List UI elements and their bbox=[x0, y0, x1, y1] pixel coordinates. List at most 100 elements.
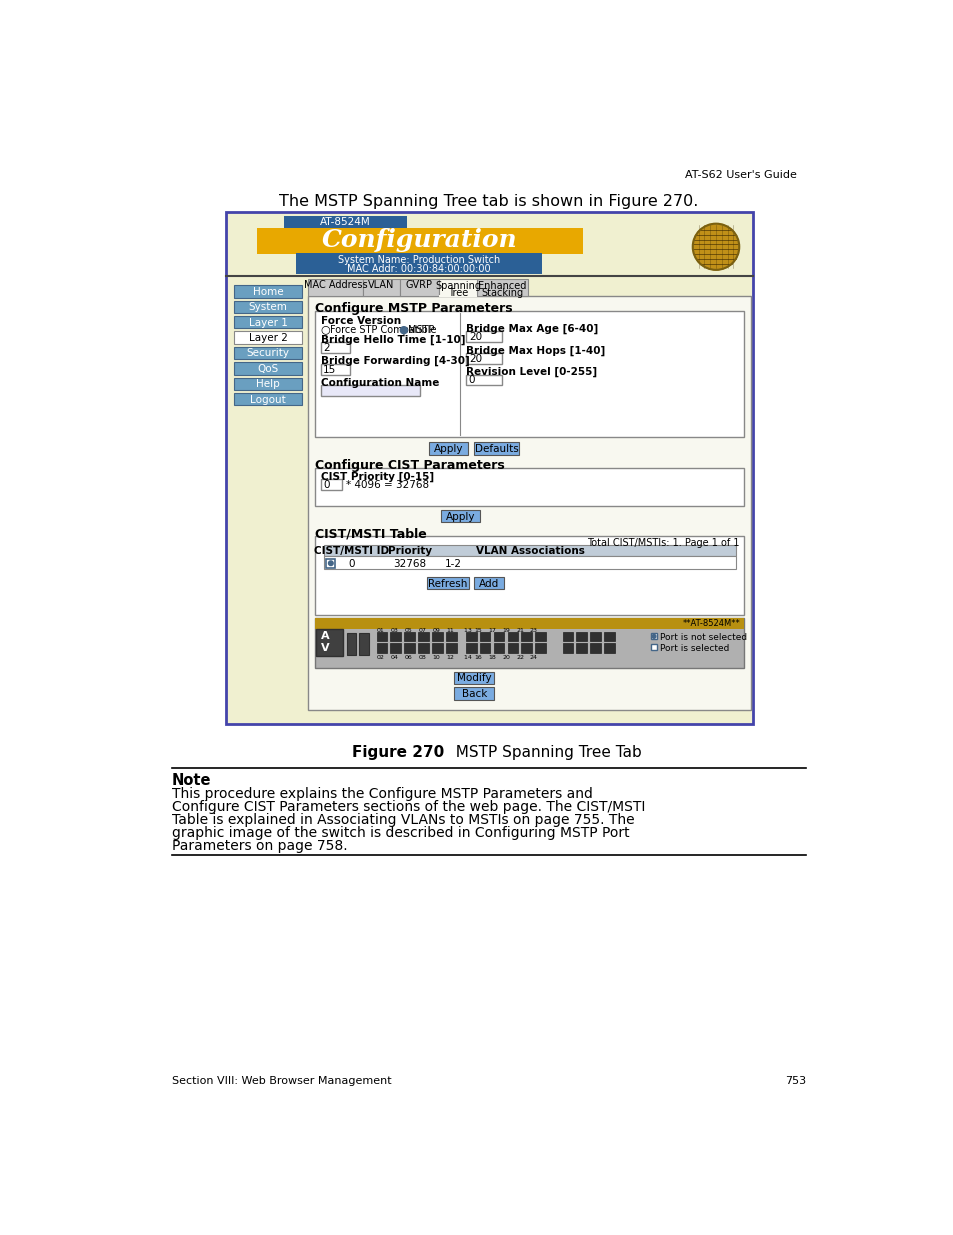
FancyBboxPatch shape bbox=[233, 316, 302, 329]
Text: Add: Add bbox=[478, 579, 498, 589]
FancyBboxPatch shape bbox=[233, 331, 302, 343]
Text: This procedure explains the Configure MSTP Parameters and: This procedure explains the Configure MS… bbox=[172, 787, 592, 800]
FancyBboxPatch shape bbox=[474, 577, 503, 589]
Text: The MSTP Spanning Tree tab is shown in Figure 270.: The MSTP Spanning Tree tab is shown in F… bbox=[279, 194, 698, 210]
FancyBboxPatch shape bbox=[323, 545, 736, 556]
Text: ●: ● bbox=[397, 325, 408, 335]
FancyBboxPatch shape bbox=[465, 632, 476, 641]
Text: 02: 02 bbox=[376, 655, 384, 659]
Text: Layer 1: Layer 1 bbox=[249, 317, 287, 327]
FancyBboxPatch shape bbox=[427, 577, 468, 589]
Text: Spanning: Spanning bbox=[435, 282, 480, 291]
FancyBboxPatch shape bbox=[314, 618, 743, 668]
FancyBboxPatch shape bbox=[359, 634, 369, 655]
Text: 16: 16 bbox=[474, 655, 481, 659]
Text: Modify: Modify bbox=[456, 673, 491, 683]
Text: QoS: QoS bbox=[257, 364, 278, 374]
Circle shape bbox=[328, 561, 333, 566]
Text: 15: 15 bbox=[474, 627, 481, 632]
Text: 15: 15 bbox=[323, 364, 336, 374]
FancyBboxPatch shape bbox=[323, 556, 736, 568]
FancyBboxPatch shape bbox=[320, 342, 350, 353]
FancyBboxPatch shape bbox=[307, 279, 363, 296]
FancyBboxPatch shape bbox=[432, 643, 443, 652]
Text: Bridge Forwarding [4-30]: Bridge Forwarding [4-30] bbox=[320, 356, 469, 367]
FancyBboxPatch shape bbox=[390, 643, 401, 652]
FancyBboxPatch shape bbox=[390, 632, 401, 641]
Text: 13: 13 bbox=[459, 627, 472, 632]
Text: 07: 07 bbox=[418, 627, 426, 632]
Text: **AT-8524M**: **AT-8524M** bbox=[682, 619, 740, 627]
FancyBboxPatch shape bbox=[466, 331, 501, 342]
Text: A
V: A V bbox=[320, 631, 329, 652]
Text: 0: 0 bbox=[323, 480, 329, 490]
FancyBboxPatch shape bbox=[432, 632, 443, 641]
FancyBboxPatch shape bbox=[493, 643, 504, 652]
FancyBboxPatch shape bbox=[440, 510, 479, 522]
Text: Force Version: Force Version bbox=[320, 316, 400, 326]
Text: Layer 2: Layer 2 bbox=[249, 333, 287, 343]
FancyBboxPatch shape bbox=[307, 296, 750, 710]
Text: Home: Home bbox=[253, 287, 283, 296]
FancyBboxPatch shape bbox=[418, 632, 429, 641]
Text: Note: Note bbox=[172, 773, 212, 788]
FancyBboxPatch shape bbox=[376, 643, 387, 652]
FancyBboxPatch shape bbox=[314, 618, 743, 629]
FancyBboxPatch shape bbox=[466, 374, 501, 385]
FancyBboxPatch shape bbox=[474, 442, 518, 454]
FancyBboxPatch shape bbox=[233, 393, 302, 405]
FancyBboxPatch shape bbox=[418, 643, 429, 652]
FancyBboxPatch shape bbox=[314, 536, 743, 615]
FancyBboxPatch shape bbox=[479, 643, 490, 652]
Text: Refresh: Refresh bbox=[428, 579, 467, 589]
FancyBboxPatch shape bbox=[233, 300, 302, 312]
Text: CIST Priority [0-15]: CIST Priority [0-15] bbox=[320, 472, 434, 482]
Text: 0: 0 bbox=[348, 558, 355, 568]
Text: 06: 06 bbox=[404, 655, 412, 659]
FancyBboxPatch shape bbox=[233, 347, 302, 359]
Text: Help: Help bbox=[256, 379, 279, 389]
Text: 04: 04 bbox=[390, 655, 398, 659]
Text: 05: 05 bbox=[404, 627, 412, 632]
Text: CIST/MSTI ID: CIST/MSTI ID bbox=[314, 546, 389, 556]
FancyBboxPatch shape bbox=[535, 632, 546, 641]
FancyBboxPatch shape bbox=[438, 279, 476, 296]
Text: 19: 19 bbox=[501, 627, 510, 632]
FancyBboxPatch shape bbox=[562, 643, 573, 652]
FancyBboxPatch shape bbox=[284, 216, 406, 231]
Text: AT-S62 User's Guide: AT-S62 User's Guide bbox=[684, 169, 796, 180]
FancyBboxPatch shape bbox=[562, 632, 573, 641]
Text: Defaults: Defaults bbox=[475, 443, 518, 454]
FancyBboxPatch shape bbox=[315, 630, 343, 656]
FancyBboxPatch shape bbox=[521, 632, 532, 641]
FancyBboxPatch shape bbox=[233, 378, 302, 390]
Text: VLAN Associations: VLAN Associations bbox=[475, 546, 584, 556]
Text: 03: 03 bbox=[390, 627, 398, 632]
Circle shape bbox=[652, 635, 656, 638]
Text: 11: 11 bbox=[446, 627, 454, 632]
FancyBboxPatch shape bbox=[650, 645, 657, 651]
Text: Bridge Hello Time [1-10]: Bridge Hello Time [1-10] bbox=[320, 335, 465, 345]
FancyBboxPatch shape bbox=[439, 295, 476, 296]
FancyBboxPatch shape bbox=[604, 643, 615, 652]
Text: CIST/MSTI Table: CIST/MSTI Table bbox=[314, 527, 426, 540]
Text: 2: 2 bbox=[323, 343, 330, 353]
Text: 21: 21 bbox=[516, 627, 523, 632]
FancyBboxPatch shape bbox=[493, 632, 504, 641]
FancyBboxPatch shape bbox=[650, 634, 657, 640]
FancyBboxPatch shape bbox=[314, 468, 743, 506]
Text: Figure 270: Figure 270 bbox=[352, 745, 444, 760]
Text: 1-2: 1-2 bbox=[444, 558, 461, 568]
FancyBboxPatch shape bbox=[604, 632, 615, 641]
Text: 17: 17 bbox=[488, 627, 496, 632]
FancyBboxPatch shape bbox=[320, 385, 419, 396]
FancyBboxPatch shape bbox=[479, 632, 490, 641]
Text: AT-8524M: AT-8524M bbox=[320, 216, 371, 227]
Text: Port is selected: Port is selected bbox=[659, 645, 729, 653]
FancyBboxPatch shape bbox=[466, 353, 501, 364]
Text: graphic image of the switch is described in Configuring MSTP Port: graphic image of the switch is described… bbox=[172, 826, 629, 840]
Text: Force STP Compatible: Force STP Compatible bbox=[330, 325, 436, 335]
Text: Revision Level [0-255]: Revision Level [0-255] bbox=[466, 367, 597, 377]
Text: 32768: 32768 bbox=[393, 558, 426, 568]
Text: 12: 12 bbox=[446, 655, 454, 659]
